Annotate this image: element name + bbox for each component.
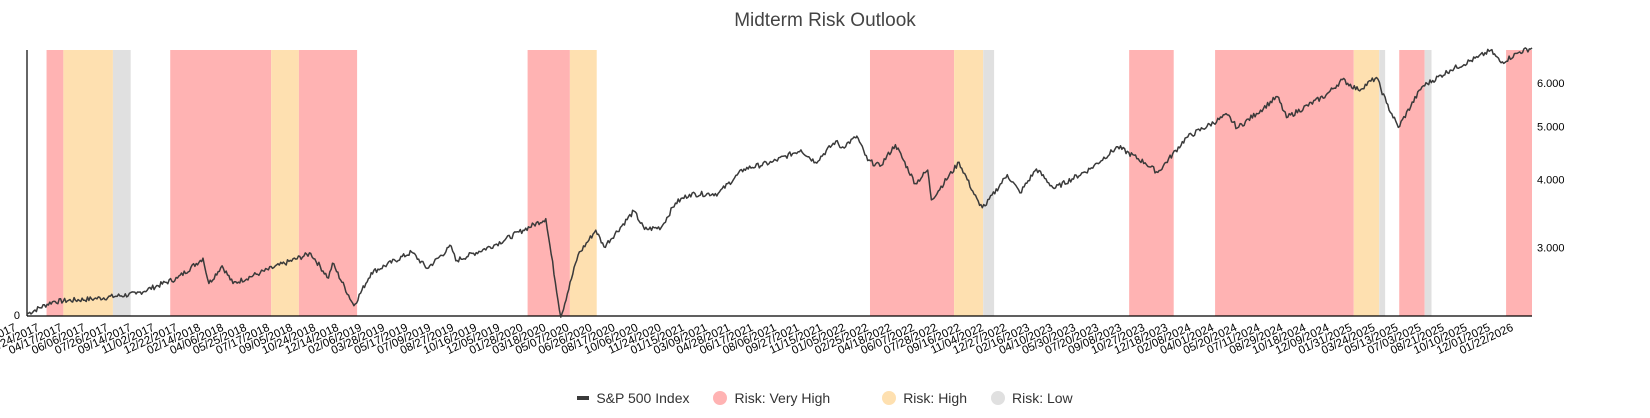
legend-item[interactable]: S&P 500 Index (577, 390, 689, 406)
legend: S&P 500 Index Risk: Very High Risk: High Ri… (0, 386, 1650, 410)
risk-band-high (63, 50, 113, 316)
x-axis-ticks: 01/04/201702/24/201704/17/201706/06/2017… (0, 322, 1515, 357)
risk-band-very-high (869, 50, 955, 316)
risk-band-very-high (1215, 50, 1354, 316)
risk-band-low (983, 50, 995, 316)
legend-dot-swatch (990, 391, 1005, 405)
legend-dot-swatch (713, 391, 728, 405)
legend-label: Risk: High (903, 390, 967, 406)
legend-label: S&P 500 Index (596, 390, 690, 406)
legend-line-swatch (577, 396, 590, 400)
y-tick-label: 4.000 (1537, 174, 1565, 186)
axes (26, 50, 1532, 317)
risk-band-high (271, 50, 299, 316)
risk-band-very-high (170, 50, 272, 316)
legend-label: Risk: Very High (734, 390, 831, 406)
risk-band-high (1353, 50, 1380, 316)
legend-label: Risk: Low (1011, 390, 1073, 406)
series-layer (26, 47, 1533, 318)
y-tick-label: 6.000 (1537, 78, 1565, 90)
sp500-line (26, 47, 1533, 318)
y-tick-label: 5.000 (1537, 121, 1565, 133)
chart-title: Midterm Risk Outlook (734, 10, 916, 31)
risk-band-very-high (527, 50, 570, 316)
legend-dot-swatch (882, 391, 897, 405)
y-zero-label: 0 (14, 310, 20, 322)
risk-band-low (112, 50, 131, 316)
risk-band-very-high (46, 50, 64, 316)
risk-band-low (1424, 50, 1432, 316)
legend-item[interactable]: Risk: Very High (713, 390, 830, 406)
legend-item[interactable]: Risk: Low (990, 390, 1073, 406)
risk-band-high (569, 50, 597, 316)
risk-band-very-high (1506, 50, 1532, 316)
risk-band-very-high (298, 50, 358, 316)
y-axis-ticks: 3.000 4.000 5.000 6.000 0 (14, 78, 1565, 322)
risk-bands (46, 50, 1532, 316)
risk-band-very-high (1399, 50, 1425, 316)
y-tick-label: 3.000 (1537, 243, 1565, 255)
risk-band-very-high (1129, 50, 1174, 316)
legend-item[interactable]: Risk: High (882, 390, 967, 406)
risk-band-low (1379, 50, 1386, 316)
